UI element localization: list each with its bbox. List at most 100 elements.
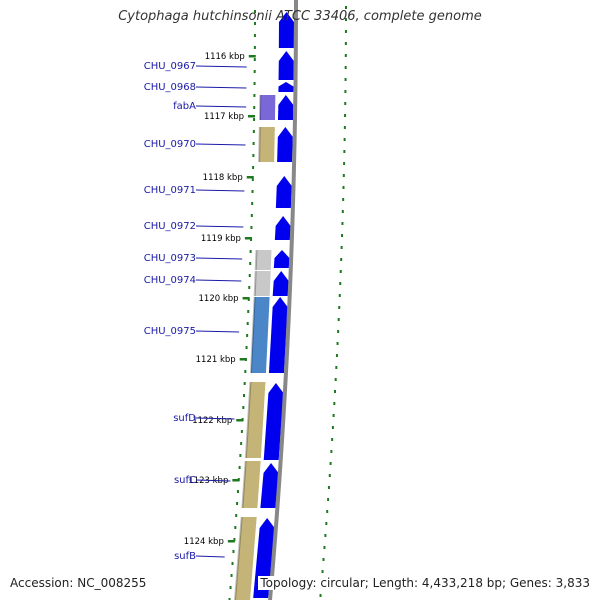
outer-tick-dot bbox=[327, 498, 330, 501]
cog-block-shade bbox=[249, 296, 256, 374]
inner-tick-dot bbox=[238, 466, 241, 469]
outer-tick-dot bbox=[332, 414, 335, 417]
outer-tick-dot bbox=[337, 330, 340, 333]
outer-tick-dot bbox=[337, 318, 340, 321]
outer-tick-dot bbox=[344, 54, 347, 57]
kbp-tick bbox=[248, 115, 256, 118]
gene-label[interactable]: sufB bbox=[174, 551, 196, 562]
cog-block[interactable] bbox=[250, 297, 270, 373]
outer-tick-dot bbox=[328, 474, 331, 477]
inner-tick-dot bbox=[252, 142, 255, 145]
outer-tick-dot bbox=[330, 450, 333, 453]
inner-tick-dot bbox=[252, 166, 255, 169]
outer-tick-dot bbox=[343, 138, 346, 141]
kbp-label: 1120 kbp bbox=[199, 294, 239, 304]
cog-block[interactable] bbox=[255, 250, 272, 270]
outer-tick-dot bbox=[341, 210, 344, 213]
kbp-label: 1124 kbp bbox=[184, 537, 224, 547]
accession-text: Accession: NC_008255 bbox=[8, 576, 149, 590]
forward-gene-arrow[interactable] bbox=[263, 383, 284, 460]
outer-tick-dot bbox=[327, 486, 330, 489]
kbp-label: 1119 kbp bbox=[201, 234, 241, 244]
outer-tick-dot bbox=[342, 186, 345, 189]
kbp-tick bbox=[227, 540, 235, 543]
cog-block[interactable] bbox=[259, 95, 276, 120]
kbp-tick bbox=[232, 479, 240, 482]
inner-tick-dot bbox=[240, 442, 243, 445]
cog-block[interactable] bbox=[242, 461, 261, 508]
gene-label[interactable]: fabA bbox=[173, 101, 196, 112]
inner-tick-dot bbox=[239, 454, 242, 457]
inner-tick-dot bbox=[244, 370, 247, 373]
gene-label[interactable]: CHU_0967 bbox=[144, 61, 196, 72]
kbp-tick bbox=[246, 176, 254, 179]
gene-label[interactable]: CHU_0975 bbox=[144, 326, 196, 337]
backbone-line bbox=[268, 0, 298, 600]
gene-label[interactable]: CHU_0972 bbox=[144, 221, 196, 232]
inner-tick-dot bbox=[253, 118, 256, 121]
outer-tick-dot bbox=[323, 546, 326, 549]
forward-gene-arrow[interactable] bbox=[272, 271, 289, 296]
outer-tick-dot bbox=[342, 198, 345, 201]
inner-tick-dot bbox=[252, 130, 255, 133]
outer-tick-dot bbox=[335, 366, 338, 369]
gene-label-leader bbox=[195, 257, 243, 260]
inner-tick-dot bbox=[232, 550, 235, 553]
outer-tick-dot bbox=[338, 306, 341, 309]
outer-tick-dot bbox=[344, 102, 347, 105]
map-title: Cytophaga hutchinsonii ATCC 33406, compl… bbox=[118, 9, 482, 24]
outer-tick-dot bbox=[334, 390, 337, 393]
forward-gene-arrow[interactable] bbox=[278, 12, 294, 48]
inner-tick-dot bbox=[243, 382, 246, 385]
cog-block[interactable] bbox=[259, 127, 275, 162]
cog-block[interactable] bbox=[254, 271, 271, 296]
gene-label[interactable]: sufC bbox=[174, 475, 196, 486]
forward-gene-arrow[interactable] bbox=[278, 51, 294, 80]
outer-tick-dot bbox=[343, 150, 346, 153]
outer-tick-dot bbox=[344, 78, 347, 81]
cog-block[interactable] bbox=[235, 517, 257, 600]
forward-gene-arrow[interactable] bbox=[268, 297, 288, 373]
inner-tick-dot bbox=[250, 214, 253, 217]
kbp-label: 1116 kbp bbox=[205, 52, 245, 62]
genome-backbone bbox=[268, 0, 298, 600]
gene-label[interactable]: CHU_0970 bbox=[144, 139, 196, 150]
inner-tick-dot bbox=[246, 334, 249, 337]
inner-tick-dot bbox=[245, 346, 248, 349]
kbp-tick bbox=[244, 237, 252, 240]
outer-tick-dot bbox=[331, 438, 334, 441]
gene-label-leader bbox=[195, 105, 247, 108]
outer-tick-dot bbox=[341, 234, 344, 237]
gene-label-leader bbox=[195, 143, 246, 146]
gene-label[interactable]: CHU_0973 bbox=[144, 253, 196, 264]
tick-dot-rings bbox=[228, 6, 347, 600]
forward-gene-arrow[interactable] bbox=[277, 95, 294, 120]
outer-tick-dot bbox=[321, 570, 324, 573]
forward-gene-arrow[interactable] bbox=[273, 250, 290, 268]
cog-block[interactable] bbox=[245, 382, 266, 458]
inner-tick-dot bbox=[253, 94, 256, 97]
outer-tick-dot bbox=[326, 510, 329, 513]
cog-block-shade bbox=[244, 381, 252, 459]
forward-gene-arrow[interactable] bbox=[277, 127, 293, 162]
forward-gene-arrow[interactable] bbox=[278, 82, 294, 92]
kbp-label: 1122 kbp bbox=[192, 416, 232, 426]
gene-label[interactable]: CHU_0974 bbox=[144, 275, 196, 286]
inner-tick-dot bbox=[253, 10, 256, 13]
gene-label[interactable]: sufD bbox=[173, 413, 196, 424]
outer-tick-dot bbox=[344, 18, 347, 21]
gene-label[interactable]: CHU_0971 bbox=[144, 185, 196, 196]
inner-tick-dot bbox=[252, 154, 255, 157]
forward-gene-arrow[interactable] bbox=[275, 176, 292, 208]
outer-tick-dot bbox=[344, 6, 347, 9]
gene-label-leader bbox=[195, 555, 225, 558]
gene-label[interactable]: CHU_0968 bbox=[144, 82, 196, 93]
inner-tick-dot bbox=[236, 490, 239, 493]
forward-gene-arrow[interactable] bbox=[260, 463, 279, 508]
forward-gene-arrow[interactable] bbox=[274, 216, 291, 240]
outer-tick-dot bbox=[343, 126, 346, 129]
outer-tick-dot bbox=[319, 594, 322, 597]
outer-tick-dot bbox=[341, 222, 344, 225]
